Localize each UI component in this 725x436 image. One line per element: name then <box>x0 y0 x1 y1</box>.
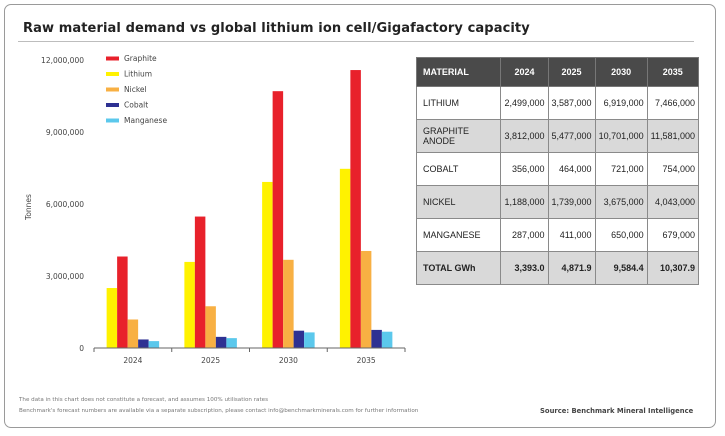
table-cell-value: 7,466,000 <box>646 86 700 120</box>
bar-chart: 0 3,000,000 6,000,000 9,000,000 12,000,000 To… <box>24 54 406 365</box>
footnote-subscription: Benchmark's forecast numbers are availab… <box>19 408 419 414</box>
table-cell-value: 3,393.0 <box>500 251 549 285</box>
legend-swatch-graphite <box>106 56 119 61</box>
table-cell-value: 3,675,000 <box>594 185 648 219</box>
x-tick-label: 2035 <box>357 356 376 365</box>
table-cell-value: 1,188,000 <box>500 185 549 219</box>
table-cell-value: 287,000 <box>500 218 549 252</box>
table-cell-value: 4,871.9 <box>547 251 596 285</box>
bar-nickel-2035 <box>360 250 372 348</box>
table-cell-material: GRAPHITE ANODE <box>415 119 502 153</box>
table-cell-material: TOTAL GWh <box>415 251 502 285</box>
table-header-2024: 2024 <box>500 57 549 87</box>
table-cell-value: 411,000 <box>547 218 596 252</box>
bar-manganese-2025 <box>226 338 237 348</box>
table-cell-value: 754,000 <box>646 152 700 186</box>
chart-title: Raw material demand vs global lithium io… <box>23 21 530 36</box>
legend-label-lithium: Lithium <box>124 70 152 79</box>
bar-lithium-2035 <box>339 168 351 348</box>
x-tick-label: 2030 <box>279 356 298 365</box>
bar-cobalt-2035 <box>371 329 382 348</box>
table-cell-value: 2,499,000 <box>500 86 549 120</box>
x-tick-label: 2025 <box>201 356 220 365</box>
table-cell-value: 356,000 <box>500 152 549 186</box>
table-cell-value: 721,000 <box>594 152 648 186</box>
table-cell-value: 650,000 <box>594 218 648 252</box>
table-cell-value: 6,919,000 <box>594 86 648 120</box>
bar-lithium-2024 <box>106 288 118 348</box>
material-table: MATERIAL 2024 2025 2030 2035 LITHIUM 2,4… <box>415 57 700 285</box>
table-cell-value: 10,307.9 <box>646 251 700 285</box>
bar-nickel-2030 <box>283 259 294 348</box>
table-cell-value: 4,043,000 <box>646 185 700 219</box>
table-row-graphite-anode: GRAPHITE ANODE 3,812,000 5,477,000 10,70… <box>415 119 700 153</box>
bar-graphite-2035 <box>350 70 361 348</box>
bar-nickel-2025 <box>205 306 216 348</box>
source-credit: Source: Benchmark Mineral Intelligence <box>540 407 694 415</box>
table-cell-material: LITHIUM <box>415 86 502 120</box>
legend-label-nickel: Nickel <box>124 85 147 94</box>
table-row-manganese: MANGANESE 287,000 411,000 650,000 679,00… <box>415 218 700 252</box>
table-cell-value: 3,812,000 <box>500 119 549 153</box>
table-cell-material: COBALT <box>415 152 502 186</box>
bar-cobalt-2025 <box>215 336 227 348</box>
bar-cobalt-2030 <box>293 330 305 348</box>
legend-label-graphite: Graphite <box>124 54 157 63</box>
bar-graphite-2024 <box>117 256 128 348</box>
table-row-nickel: NICKEL 1,188,000 1,739,000 3,675,000 4,0… <box>415 185 700 219</box>
table-cell-value: 464,000 <box>547 152 596 186</box>
bar-manganese-2030 <box>304 332 315 348</box>
legend-swatch-cobalt <box>106 103 119 107</box>
table-row-cobalt: COBALT 356,000 464,000 721,000 754,000 <box>415 152 700 186</box>
table-cell-material: MANGANESE <box>415 218 502 252</box>
table-header-2030: 2030 <box>594 57 648 87</box>
bar-manganese-2024 <box>148 341 160 348</box>
title-divider <box>18 41 694 42</box>
footnote-utilisation: The data in this chart does not constitu… <box>19 397 268 403</box>
y-axis-label: Tonnes <box>24 194 33 221</box>
y-tick-label: 9,000,000 <box>46 128 84 137</box>
table-row-total-gwh: TOTAL GWh 3,393.0 4,871.9 9,584.4 10,307… <box>415 251 700 285</box>
bar-cobalt-2024 <box>138 339 149 348</box>
legend-swatch-nickel <box>106 87 119 92</box>
legend-label-cobalt: Cobalt <box>124 101 148 110</box>
table-header-row: MATERIAL 2024 2025 2030 2035 <box>415 57 700 87</box>
table-cell-value: 1,739,000 <box>547 185 596 219</box>
legend-swatch-lithium <box>106 72 119 76</box>
table-cell-value: 9,584.4 <box>594 251 648 285</box>
table-cell-value: 11,581,000 <box>646 119 700 153</box>
y-tick-label: 3,000,000 <box>46 272 84 281</box>
legend-swatch-manganese <box>106 118 119 123</box>
x-tick-label: 2024 <box>123 356 142 365</box>
bar-manganese-2035 <box>381 331 393 348</box>
bar-lithium-2030 <box>262 181 273 348</box>
table-cell-value: 3,587,000 <box>547 86 596 120</box>
table-cell-value: 10,701,000 <box>594 119 648 153</box>
table-row-lithium: LITHIUM 2,499,000 3,587,000 6,919,000 7,… <box>415 86 700 120</box>
y-tick-label: 6,000,000 <box>46 200 84 209</box>
bar-graphite-2025 <box>194 216 206 348</box>
table-header-2035: 2035 <box>646 57 700 87</box>
y-tick-label: 12,000,000 <box>41 56 84 65</box>
table-cell-value: 5,477,000 <box>547 119 596 153</box>
bar-nickel-2024 <box>127 319 139 348</box>
table-cell-material: NICKEL <box>415 185 502 219</box>
y-tick-label: 0 <box>79 344 84 353</box>
table-cell-value: 679,000 <box>646 218 700 252</box>
bar-graphite-2030 <box>272 91 284 349</box>
table-header-2025: 2025 <box>547 57 596 87</box>
bar-lithium-2025 <box>184 261 195 348</box>
table-header-material: MATERIAL <box>415 57 502 87</box>
legend-label-manganese: Manganese <box>124 116 167 125</box>
